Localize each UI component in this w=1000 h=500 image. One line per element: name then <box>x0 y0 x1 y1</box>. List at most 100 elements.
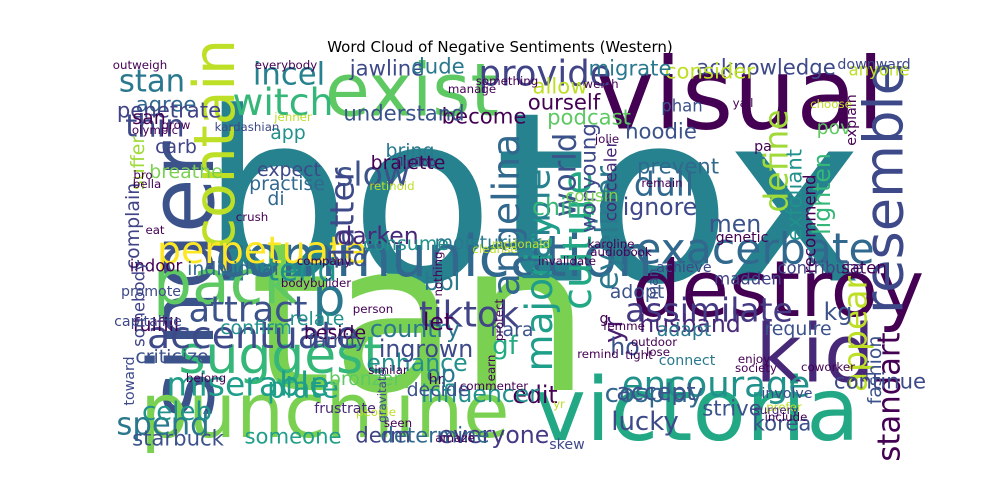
word-tiktok: tiktok <box>419 295 520 336</box>
word-promote: promote <box>121 284 181 300</box>
word-something: something <box>476 74 538 88</box>
word-botox: botox <box>200 62 864 337</box>
word-hoodie: hoodie <box>625 119 697 144</box>
word-concealer: concealer <box>602 141 621 222</box>
word-communication: communication <box>215 224 653 290</box>
word-provide: provide <box>479 54 612 95</box>
word-weigh: weigh <box>583 77 618 91</box>
word-outdoor: outdoor <box>631 335 677 349</box>
word-bbl: bbl <box>424 268 461 296</box>
word-remind: remind <box>577 347 619 361</box>
word-capitalize: capitalize <box>114 314 182 330</box>
word-surgery: surgery <box>754 403 799 417</box>
word-fulfill: fulfill <box>133 314 179 336</box>
word-witch: witch <box>233 80 334 124</box>
word-contribute: contribute <box>777 259 862 278</box>
word-ourself: ourself <box>528 90 601 115</box>
word-san: san <box>132 107 165 129</box>
word-ignore: ignore <box>623 193 698 221</box>
word-people: people <box>356 405 396 419</box>
word-accept: accept <box>616 378 695 406</box>
word-cleanse: cleanse <box>472 242 517 256</box>
word-gravitate: gravitate <box>375 369 389 423</box>
word-breathe: breathe <box>149 161 223 183</box>
word-bronzer: bronzer <box>329 368 401 390</box>
word-culture: culture <box>555 170 601 310</box>
word-wonyoung: wonyoung <box>576 123 601 233</box>
word-confirm: confirm <box>220 317 292 339</box>
word-relate: relate <box>290 308 345 330</box>
word-suggest: suggest <box>178 326 383 386</box>
word-let: let <box>423 308 453 336</box>
word-edit: edit <box>512 381 557 409</box>
word-yall: yall <box>733 96 754 110</box>
word-decide: decide <box>407 379 470 401</box>
word-bro: bro <box>133 168 152 182</box>
word-skew: skew <box>549 437 584 453</box>
word-man: man <box>646 268 662 300</box>
word-visual: visual <box>596 38 885 153</box>
word-tan: tan <box>250 197 590 439</box>
word-criticize: criticize <box>135 346 208 368</box>
word-become: become <box>442 104 527 129</box>
word-include: include <box>765 410 808 424</box>
word-punchline: punchline <box>140 367 509 455</box>
word-olympic: olympic <box>132 123 178 137</box>
word-invalidate: invalidate <box>538 254 596 268</box>
word-victoria: victoria <box>534 359 859 461</box>
word-manage: manage <box>448 82 496 96</box>
word-person: person <box>353 302 393 316</box>
word-plate: plate <box>267 372 339 405</box>
word-fashion: fashion <box>864 336 886 405</box>
word-majority: majority <box>517 215 561 372</box>
word-exacerbate: exacerbate <box>635 226 874 275</box>
chart-title: Word Cloud of Negative Sentiments (Weste… <box>327 38 673 56</box>
word-company: company <box>297 254 351 268</box>
word-app: app <box>270 122 306 144</box>
word-spend: spend <box>116 408 209 443</box>
word-complain: complain <box>122 183 144 269</box>
word-appear: appear <box>836 275 875 392</box>
word-g: g <box>599 311 608 327</box>
word-individual: individual <box>187 258 279 280</box>
word-incel: incel <box>253 58 325 93</box>
word-exfoliant: exfoliant <box>782 149 807 241</box>
word-encourage: encourage <box>622 365 810 406</box>
word-grow: grow <box>162 118 191 132</box>
word-nara: nara <box>491 319 534 341</box>
word-practise: practise <box>249 173 325 195</box>
word-ingrown: ingrown <box>379 335 473 363</box>
word-miserable: miserable <box>166 365 329 404</box>
word-pa: pa <box>754 139 772 155</box>
word-influencer: influencer <box>421 380 539 408</box>
word-flipflop: flipflop <box>396 155 436 169</box>
word-define: define <box>757 109 796 212</box>
word-yr: yr <box>599 317 629 343</box>
word-strive: strive <box>702 396 762 421</box>
word-slow: slow <box>336 155 410 194</box>
word-coworker: coworker <box>801 360 855 374</box>
word-carb: carb <box>155 136 197 158</box>
word-society: society <box>735 361 777 375</box>
word-amaze: amaze <box>435 431 474 445</box>
word-jolie: jolie <box>594 132 619 146</box>
word-p: p <box>313 268 346 328</box>
word-phan: phan <box>661 97 703 116</box>
word-adapt: adapt <box>657 319 712 341</box>
word-barbie: barbie <box>518 169 559 282</box>
word-derm: derm <box>355 423 410 448</box>
word-china: china <box>532 193 596 221</box>
word-karoline: karoline <box>588 237 635 251</box>
word-enjoy: enjoy <box>738 352 770 366</box>
word-standart: standart <box>873 332 908 461</box>
word-destroy: destroy <box>632 245 925 335</box>
word-exist: exist <box>325 49 499 134</box>
word-commenter: commenter <box>460 379 528 393</box>
word-prefer: prefer <box>766 400 802 414</box>
word-protect: protect <box>492 298 506 341</box>
word-cosplay: cosplay <box>605 379 704 409</box>
word-korea: korea <box>753 411 812 436</box>
word-penetrate: penetrate <box>117 98 221 123</box>
word-earn: earn <box>484 355 498 382</box>
